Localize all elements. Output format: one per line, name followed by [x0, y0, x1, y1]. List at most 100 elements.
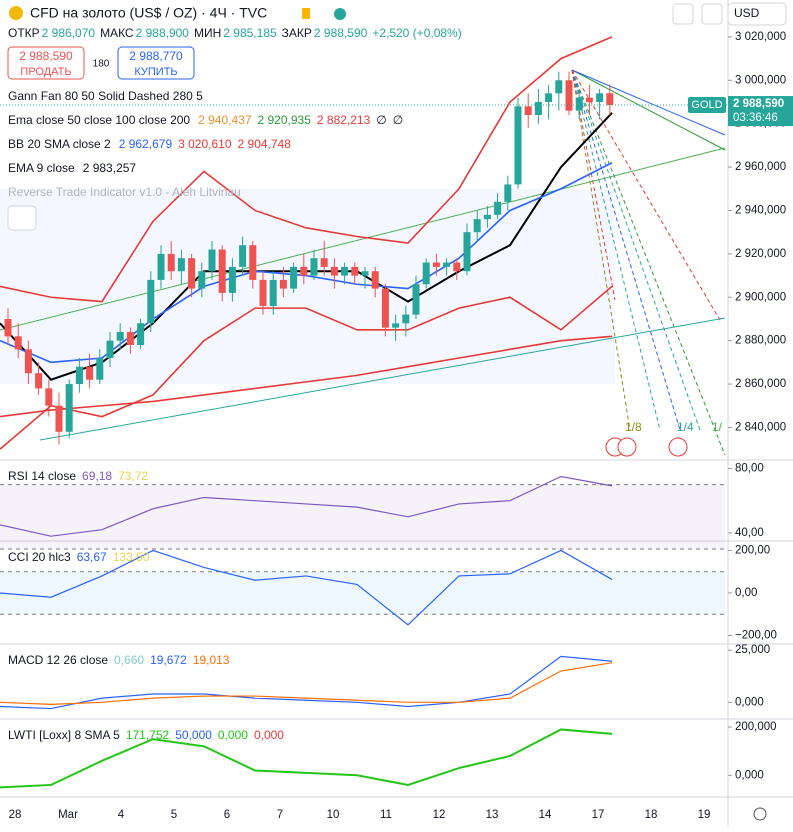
candle-body: [290, 266, 298, 289]
candle-body: [575, 97, 583, 111]
symbol-badge-text: GOLD: [691, 99, 722, 111]
pane-value: 50,000: [175, 728, 212, 742]
candle-body: [106, 340, 114, 359]
last-price-badge: [728, 96, 793, 127]
time-label: 13: [486, 809, 499, 821]
candle-body: [606, 93, 614, 106]
time-label: 18: [645, 809, 658, 821]
candle-body: [330, 266, 338, 276]
gann-line: [39, 317, 726, 441]
settings-button[interactable]: [753, 807, 767, 821]
candle-body: [188, 258, 196, 289]
candle-body: [147, 279, 155, 324]
sell-label: ПРОДАТЬ: [20, 66, 71, 78]
candle-body: [279, 279, 287, 289]
countdown: 03:36:46: [733, 112, 778, 124]
candle-body: [45, 388, 53, 406]
event-icon[interactable]: [668, 437, 688, 457]
indicator-line: [0, 36, 613, 303]
flag-icon[interactable]: [302, 8, 310, 19]
sell-button[interactable]: [7, 46, 85, 80]
candle-body: [86, 366, 94, 380]
indicator-value: 2 940,437: [198, 113, 252, 127]
pane-tick-label: 80,00: [735, 462, 764, 474]
last-price: 2 988,590: [733, 98, 784, 110]
candle-body: [239, 245, 247, 267]
candle-body: [35, 373, 43, 389]
time-label: 17: [592, 809, 605, 821]
price-tick-label: 3 020,000: [735, 31, 786, 43]
currency: USD: [734, 6, 760, 20]
gann-fan-line: [571, 69, 726, 136]
event-icon[interactable]: [617, 437, 637, 457]
pane-tick-label: 0,00: [735, 587, 757, 599]
toolbar-button[interactable]: [701, 3, 723, 25]
price-tick-label: 2 940,000: [735, 205, 786, 217]
candle-body: [371, 271, 379, 289]
candle-body: [55, 405, 63, 432]
time-label: 4: [118, 809, 125, 821]
candle-body: [126, 331, 134, 345]
candle-body: [351, 266, 359, 276]
indicator-name: BB 20 SMA close 2: [8, 137, 111, 151]
buy-price: 2 988,770: [129, 49, 183, 63]
gann-fan-line: [571, 69, 631, 431]
candle-body: [494, 201, 502, 215]
candle-body: [198, 271, 206, 289]
indicator-value: 2 882,213: [317, 113, 371, 127]
band-fill: [0, 484, 725, 550]
pane-value: 19,672: [150, 653, 187, 667]
price-tick-label: 2 880,000: [735, 335, 786, 347]
price-tick-label: 2 960,000: [735, 161, 786, 173]
candle-body: [24, 349, 32, 374]
candle-body: [422, 262, 430, 285]
candle-body: [381, 288, 389, 328]
toolbar-button[interactable]: [672, 3, 694, 25]
candle-body: [14, 336, 22, 350]
time-label: Mar: [58, 809, 78, 821]
time-label: 7: [277, 809, 283, 821]
price-tick-label: 2 860,000: [735, 378, 786, 390]
buy-button[interactable]: [117, 46, 195, 80]
candle-body: [177, 258, 185, 272]
candle-body: [596, 93, 604, 102]
indicator-name: Reverse Trade Indicator v1.0 - Aleh Litv…: [8, 185, 241, 199]
indicator-value: ∅: [376, 113, 386, 127]
candle-body: [259, 279, 267, 306]
pane-value: 171,752: [126, 728, 170, 742]
candle-body: [524, 106, 532, 115]
pane-title: MACD 12 26 close: [8, 653, 108, 667]
buy-label: КУПИТЬ: [134, 66, 177, 78]
candle-body: [555, 80, 563, 94]
indicator-name: Ema close 50 close 100 close 200: [8, 113, 190, 127]
pane-title: CCI 20 hlc3: [8, 550, 71, 564]
candle-body: [432, 262, 440, 267]
candle-body: [585, 97, 593, 102]
candle-body: [392, 323, 400, 328]
candle-body: [463, 232, 471, 272]
pane-value: 73,72: [118, 469, 148, 483]
spread: 180: [93, 59, 110, 70]
pane-value: 0,660: [114, 653, 144, 667]
price-tick-label: 2 840,000: [735, 421, 786, 433]
candle-body: [534, 101, 542, 115]
change: +2,520 (+0,08%): [372, 26, 461, 40]
pane-tick-label: 200,00: [735, 544, 770, 556]
candle-body: [75, 366, 83, 385]
pane-title: LWTI [Loxx] 8 SMA 5: [8, 728, 120, 742]
candle-body: [402, 314, 410, 324]
band-fill: [0, 571, 725, 615]
candle-body: [504, 184, 512, 202]
symbol-title: CFD на золото (US$ / OZ) · 4Ч · TVC: [30, 5, 267, 21]
candle-body: [514, 106, 522, 185]
indicator-name: Gann Fan 80 50 Solid Dashed 280 5: [8, 89, 203, 103]
status-dot: [334, 8, 346, 20]
candle-body: [116, 331, 124, 341]
collapse-button[interactable]: [7, 205, 37, 231]
indicator-line: [0, 335, 613, 418]
currency-box[interactable]: [727, 2, 787, 26]
candle-body: [310, 258, 318, 276]
pane-value: 63,67: [77, 550, 107, 564]
pane-title: RSI 14 close: [8, 469, 76, 483]
